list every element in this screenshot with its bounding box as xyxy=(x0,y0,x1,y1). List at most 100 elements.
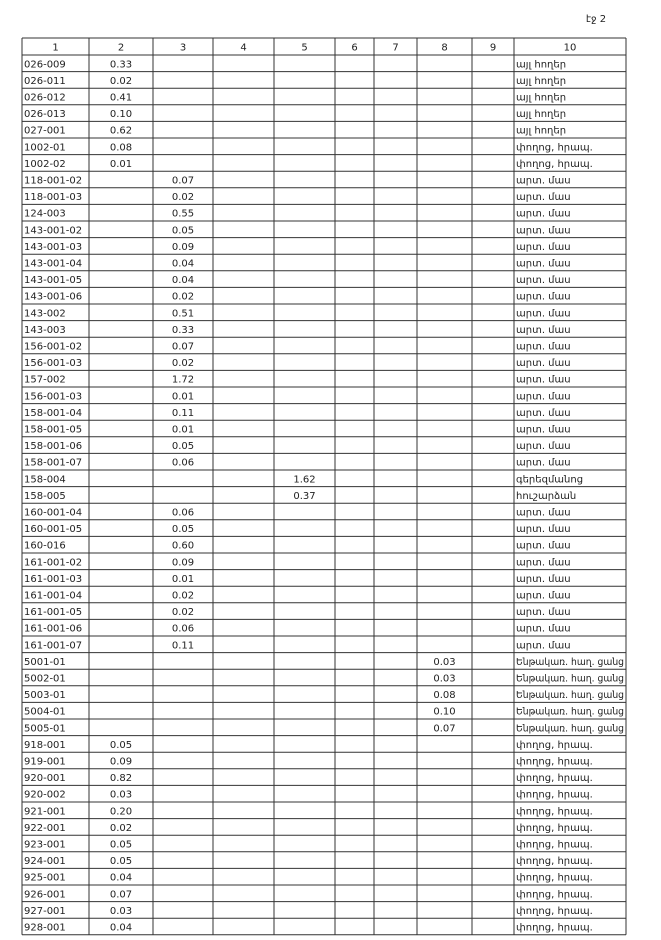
area-value: 0.60 xyxy=(172,541,194,552)
parcel-id: 143-001-02 xyxy=(24,225,82,236)
land-use: փողոց, հրապ. xyxy=(516,806,593,817)
parcel-id: 160-001-05 xyxy=(24,524,82,535)
parcel-id: 158-005 xyxy=(24,491,66,502)
area-value: 0.03 xyxy=(110,906,132,917)
area-value: 0.03 xyxy=(433,674,455,685)
land-use: այլ հողեր xyxy=(516,76,566,87)
land-use: արտ. մաս xyxy=(516,458,571,469)
area-value: 0.04 xyxy=(172,275,194,286)
area-value: 1.62 xyxy=(293,474,315,485)
land-use: արտ. մաս xyxy=(516,375,571,386)
land-use: արտ. մաս xyxy=(516,524,571,535)
area-value: 0.33 xyxy=(172,325,194,336)
parcel-id: 5003-01 xyxy=(24,690,66,701)
parcel-id: 118-001-03 xyxy=(24,192,82,203)
parcel-id: 026-009 xyxy=(24,59,66,70)
area-value: 0.05 xyxy=(110,856,132,867)
land-use: փողոց, հրապ. xyxy=(516,856,593,867)
land-use: փողոց, հրապ. xyxy=(516,823,593,834)
parcel-id: 160-001-04 xyxy=(24,508,82,519)
area-value: 0.09 xyxy=(110,757,132,768)
parcel-id: 124-003 xyxy=(24,209,66,220)
area-value: 0.02 xyxy=(110,823,132,834)
parcel-id: 143-001-03 xyxy=(24,242,82,253)
parcel-id: 920-002 xyxy=(24,790,66,801)
land-use: արտ. մաս xyxy=(516,508,571,519)
land-use: փողոց, հրապ. xyxy=(516,840,593,851)
area-value: 0.20 xyxy=(110,806,132,817)
parcel-id: 5002-01 xyxy=(24,674,66,685)
parcel-id: 143-001-06 xyxy=(24,292,82,303)
land-use: Ենթակառ. հաղ. ցանց xyxy=(516,723,624,734)
page-label: էջ 2 xyxy=(586,14,606,25)
land-use: այլ հողեր xyxy=(516,93,566,104)
land-use: արտ. մաս xyxy=(516,225,571,236)
parcel-id: 919-001 xyxy=(24,757,66,768)
land-use: արտ. մաս xyxy=(516,441,571,452)
area-value: 0.04 xyxy=(172,259,194,270)
area-value: 0.02 xyxy=(172,607,194,618)
parcel-id: 928-001 xyxy=(24,923,66,934)
area-value: 0.10 xyxy=(433,707,455,718)
land-use: արտ. մաս xyxy=(516,408,571,419)
parcel-id: 5001-01 xyxy=(24,657,66,668)
area-value: 0.03 xyxy=(433,657,455,668)
land-use: արտ. մաս xyxy=(516,242,571,253)
parcel-id: 160-016 xyxy=(24,541,66,552)
area-value: 0.09 xyxy=(172,557,194,568)
area-value: 0.05 xyxy=(172,524,194,535)
parcel-id: 158-001-05 xyxy=(24,425,82,436)
parcel-id: 157-002 xyxy=(24,375,66,386)
area-value: 0.62 xyxy=(110,126,132,137)
area-value: 0.05 xyxy=(172,225,194,236)
parcel-id: 924-001 xyxy=(24,856,66,867)
area-value: 1.72 xyxy=(172,375,194,386)
area-value: 0.07 xyxy=(110,889,132,900)
area-value: 0.33 xyxy=(110,59,132,70)
land-use: փողոց, հրապ. xyxy=(516,142,593,153)
land-use: արտ. մաս xyxy=(516,358,571,369)
column-header: 6 xyxy=(351,43,357,54)
land-use: Ենթակառ. հաղ. ցանց xyxy=(516,674,624,685)
land-use: փողոց, հրապ. xyxy=(516,923,593,934)
land-use: փողոց, հրապ. xyxy=(516,889,593,900)
area-value: 0.09 xyxy=(172,242,194,253)
column-header: 9 xyxy=(490,43,496,54)
land-use: այլ հողեր xyxy=(516,109,566,120)
land-use: արտ. մաս xyxy=(516,425,571,436)
parcel-id: 118-001-02 xyxy=(24,176,82,187)
area-value: 0.05 xyxy=(110,840,132,851)
parcel-id: 026-012 xyxy=(24,93,66,104)
parcel-id: 1002-02 xyxy=(24,159,66,170)
area-value: 0.11 xyxy=(172,640,194,651)
land-use: Ենթակառ. հաղ. ցանց xyxy=(516,690,624,701)
area-value: 0.01 xyxy=(172,425,194,436)
parcel-id: 926-001 xyxy=(24,889,66,900)
parcel-id: 161-001-03 xyxy=(24,574,82,585)
land-use: փողոց, հրապ. xyxy=(516,773,593,784)
land-use: փողոց, հրապ. xyxy=(516,757,593,768)
area-value: 0.01 xyxy=(110,159,132,170)
area-value: 0.08 xyxy=(433,690,455,701)
parcel-id: 158-004 xyxy=(24,474,66,485)
land-use: արտ. մաս xyxy=(516,342,571,353)
land-use: արտ. մաս xyxy=(516,640,571,651)
land-use: փողոց, հրապ. xyxy=(516,159,593,170)
column-header: 3 xyxy=(180,43,186,54)
land-use: գերեզմանոց xyxy=(516,474,583,485)
parcel-id: 158-001-04 xyxy=(24,408,82,419)
area-value: 0.55 xyxy=(172,209,194,220)
land-use: արտ. մաս xyxy=(516,591,571,602)
parcel-id: 143-001-04 xyxy=(24,259,82,270)
area-value: 0.02 xyxy=(172,358,194,369)
area-value: 0.07 xyxy=(172,342,194,353)
area-value: 0.82 xyxy=(110,773,132,784)
land-use: արտ. մաս xyxy=(516,624,571,635)
area-value: 0.37 xyxy=(293,491,315,502)
area-value: 0.05 xyxy=(110,740,132,751)
area-value: 0.01 xyxy=(172,391,194,402)
land-use: Ենթակառ. հաղ. ցանց xyxy=(516,657,624,668)
land-use: այլ հողեր xyxy=(516,126,566,137)
parcel-id: 026-011 xyxy=(24,76,66,87)
